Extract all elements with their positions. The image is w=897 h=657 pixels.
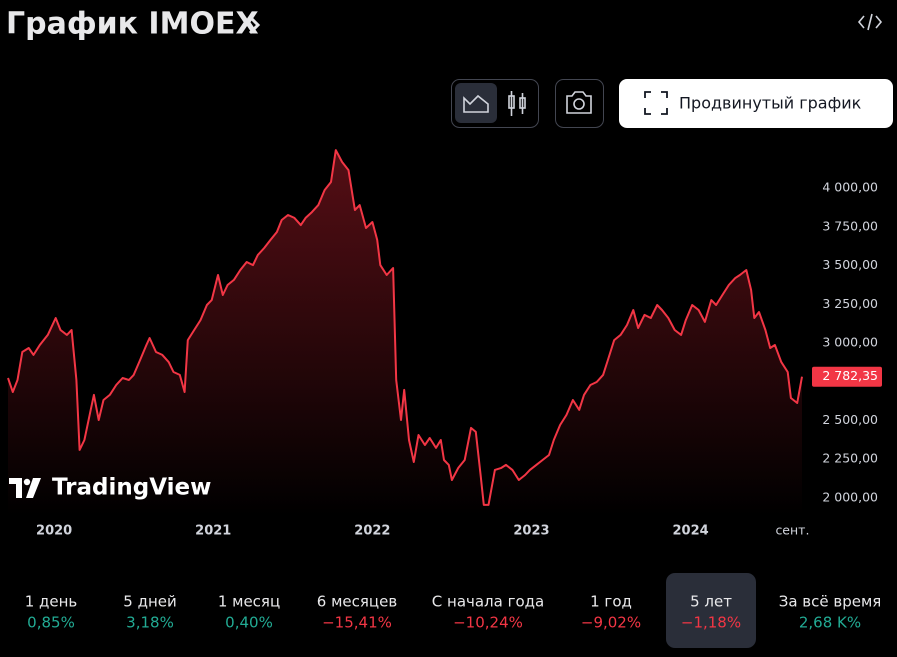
- period-selected-bg: [666, 573, 756, 648]
- y-tick-label: 3 500,00: [822, 257, 878, 272]
- advanced-chart-button[interactable]: [619, 79, 893, 128]
- period-change[interactable]: 0,40%: [225, 614, 273, 632]
- camera-icon: [566, 91, 592, 114]
- line-style-button[interactable]: [455, 83, 497, 123]
- period-change[interactable]: −10,24%: [453, 614, 523, 632]
- period-label[interactable]: За всё время: [779, 593, 882, 611]
- x-tick-label: 2023: [513, 524, 549, 539]
- area: [8, 150, 802, 515]
- period-change[interactable]: 2,68 K%: [799, 614, 861, 632]
- period-label[interactable]: 6 месяцев: [317, 593, 397, 611]
- last-price-label: 2 782,35: [822, 368, 878, 383]
- y-tick-label: 2 000,00: [822, 489, 878, 504]
- period-change[interactable]: 3,18%: [126, 614, 174, 632]
- period-label[interactable]: 1 месяц: [218, 593, 280, 611]
- title-chevron[interactable]: [248, 15, 261, 35]
- embed-icon[interactable]: [857, 13, 883, 31]
- advanced-chart-label[interactable]: Продвинутый график: [679, 94, 862, 113]
- period-label[interactable]: 1 год: [590, 593, 632, 611]
- snapshot-button[interactable]: [555, 79, 604, 128]
- y-tick-label: 2 250,00: [822, 451, 878, 466]
- x-tick-label: сент.: [775, 523, 809, 538]
- period-label[interactable]: С начала года: [432, 593, 544, 611]
- period-change[interactable]: −15,41%: [322, 614, 392, 632]
- period-change[interactable]: −9,02%: [581, 614, 641, 632]
- period-label[interactable]: 5 лет: [690, 593, 732, 611]
- y-tick-label: 3 000,00: [822, 334, 878, 349]
- period-label[interactable]: 5 дней: [123, 593, 176, 611]
- price-line: [7, 149, 803, 506]
- y-tick-label: 3 250,00: [822, 296, 878, 311]
- x-tick-label: 2021: [195, 524, 231, 539]
- period-change[interactable]: −1,18%: [681, 614, 741, 632]
- period-change[interactable]: 0,85%: [27, 614, 75, 632]
- y-tick-label: 4 000,00: [822, 180, 878, 195]
- period-bar: 1 день 0,85% 5 дней 3,18% 1 месяц 0,40% 6 меся…: [25, 573, 882, 648]
- title[interactable]: График IMOEX: [6, 7, 259, 42]
- y-tick-label: 2 500,00: [822, 412, 878, 427]
- candle-style-button[interactable]: [508, 91, 526, 116]
- x-tick-label: 2020: [36, 524, 72, 539]
- tradingview-logo-icon: [9, 478, 41, 498]
- plot: 2 000,00 2 250,00 2 500,00 3 000,00 3 250,00…: [7, 149, 882, 539]
- tradingview-logo-text: TradingView: [52, 475, 211, 501]
- x-tick-label: 2024: [673, 524, 709, 539]
- line-style-icon: [463, 94, 489, 113]
- fullscreen-icon: [644, 91, 668, 115]
- y-tick-label: 3 750,00: [822, 218, 878, 233]
- x-tick-label: 2022: [354, 524, 390, 539]
- last-price-tag: [812, 366, 882, 387]
- period-label[interactable]: 1 день: [25, 593, 78, 611]
